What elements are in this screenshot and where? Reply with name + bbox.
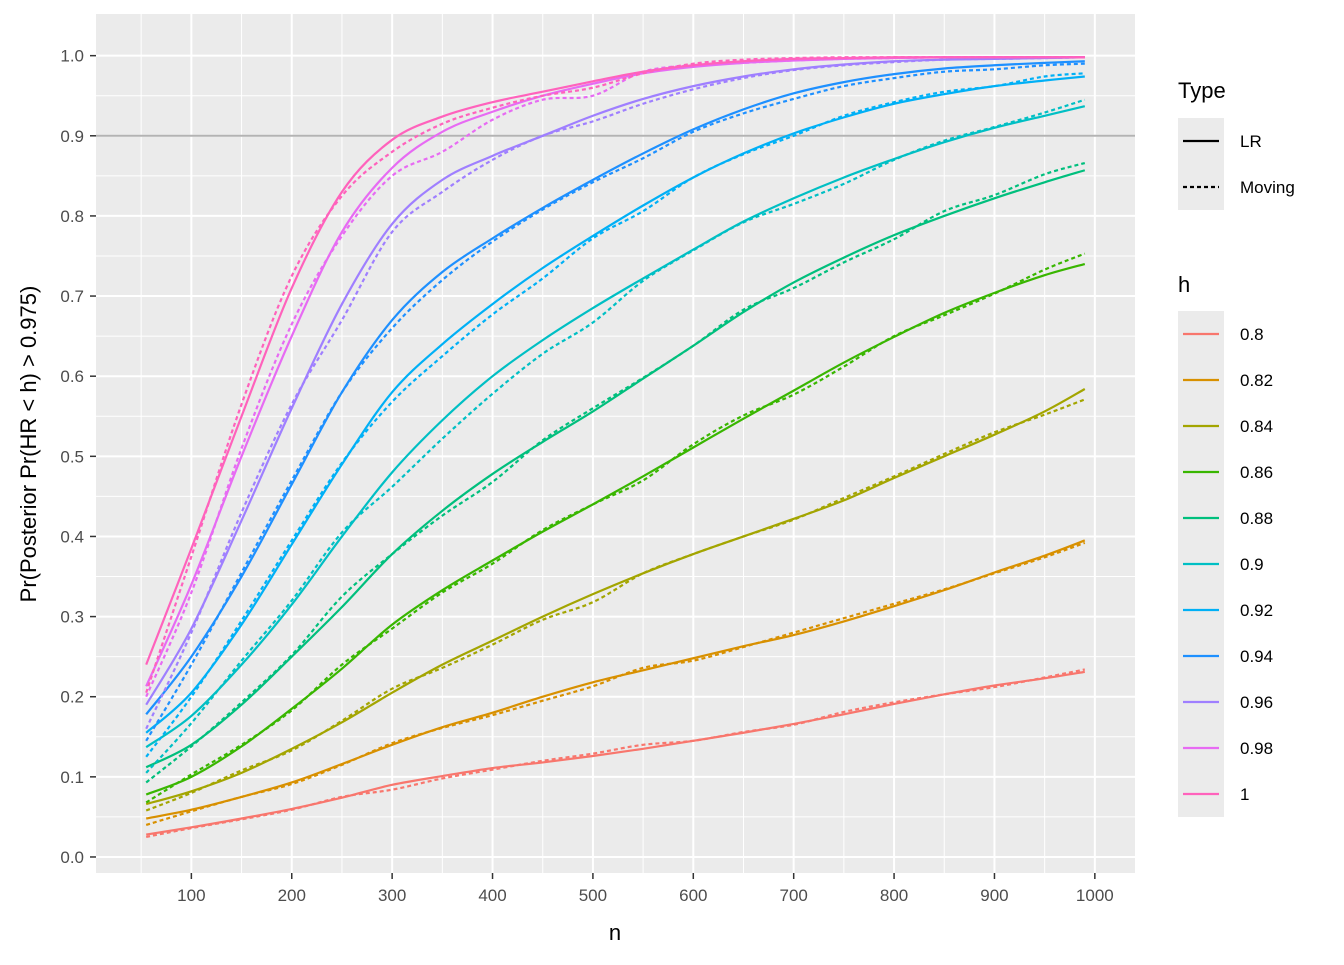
series-line-h-0_84-lr: [145, 388, 1086, 806]
x-tick-label: 500: [579, 886, 607, 905]
y-tick-label: 0.3: [60, 608, 84, 627]
series-line-h-0_82-moving: [145, 541, 1086, 826]
x-tick-label: 1000: [1076, 886, 1114, 905]
legend-type-title: Type: [1178, 78, 1226, 103]
y-tick-label: 0.1: [60, 768, 84, 787]
legend-h-title: h: [1178, 272, 1190, 297]
y-axis-title: Pr(Posterior Pr(HR < h) > 0.975): [16, 286, 41, 603]
series-line-h-0_86-lr: [145, 262, 1086, 796]
legend-type-label: LR: [1240, 132, 1262, 151]
x-tick-label: 900: [980, 886, 1008, 905]
legend-h-label: 0.94: [1240, 647, 1273, 666]
series-line-h-0_92-lr: [145, 75, 1085, 734]
series-line-h-0_84-moving: [145, 398, 1086, 812]
series-line-h-1-moving: [145, 56, 1085, 694]
legend-h-label: 0.8: [1240, 325, 1264, 344]
series-line-h-0_9-lr: [145, 105, 1086, 749]
y-tick-label: 0.4: [60, 527, 84, 546]
y-tick-label: 0.2: [60, 688, 84, 707]
legend-type-label: Moving: [1240, 178, 1295, 197]
legend-h: h 0.8 0.82 0.84 0.86 0.88 0.9 0.92 0.94 0.96 0.98…: [1178, 272, 1273, 817]
series-line-h-0_96-lr: [145, 56, 1085, 706]
series-line-h-0_94-moving: [145, 62, 1085, 742]
legend-h-label: 0.84: [1240, 417, 1273, 436]
legend-h-label: 0.92: [1240, 601, 1273, 620]
legend-h-label: 1: [1240, 785, 1249, 804]
y-axis: 0.0 0.1 0.2 0.3 0.4 0.5 0.6 0.7 0.8 0.9 1.0: [60, 47, 96, 867]
x-tick-label: 800: [880, 886, 908, 905]
series-line-h-0_88-moving: [145, 161, 1086, 784]
y-tick-label: 1.0: [60, 47, 84, 66]
grid-minor: [96, 14, 1135, 873]
x-tick-label: 300: [378, 886, 406, 905]
legend-h-label: 0.82: [1240, 371, 1273, 390]
y-tick-label: 0.8: [60, 207, 84, 226]
x-axis-title: n: [609, 920, 621, 945]
series-line-h-0_88-lr: [145, 169, 1086, 769]
legend-h-label: 0.88: [1240, 509, 1273, 528]
x-axis: 100 200 300 400 500 600 700 800 900 1000: [177, 873, 1114, 905]
legend-type: Type LR Moving: [1178, 78, 1295, 210]
series-line-h-0_8-moving: [145, 668, 1086, 839]
y-tick-label: 0.7: [60, 287, 84, 306]
y-tick-label: 0.0: [60, 848, 84, 867]
x-tick-label: 700: [779, 886, 807, 905]
series-line-h-0_9-moving: [145, 98, 1086, 774]
y-tick-label: 0.9: [60, 127, 84, 146]
y-tick-label: 0.6: [60, 367, 84, 386]
series-line-h-0_92-moving: [145, 72, 1085, 758]
grid-major: [96, 14, 1135, 873]
x-tick-label: 100: [177, 886, 205, 905]
series-line-h-0_86-moving: [145, 252, 1086, 804]
x-tick-label: 400: [478, 886, 506, 905]
plot-panel: [96, 14, 1135, 873]
legend-h-label: 0.86: [1240, 463, 1273, 482]
series-line-h-0_94-lr: [145, 60, 1085, 716]
x-tick-label: 200: [278, 886, 306, 905]
legend-h-label: 0.96: [1240, 693, 1273, 712]
legend-h-label: 0.9: [1240, 555, 1264, 574]
legend-h-label: 0.98: [1240, 739, 1273, 758]
x-tick-label: 600: [679, 886, 707, 905]
series-layer: [145, 56, 1086, 839]
y-tick-label: 0.5: [60, 447, 84, 466]
